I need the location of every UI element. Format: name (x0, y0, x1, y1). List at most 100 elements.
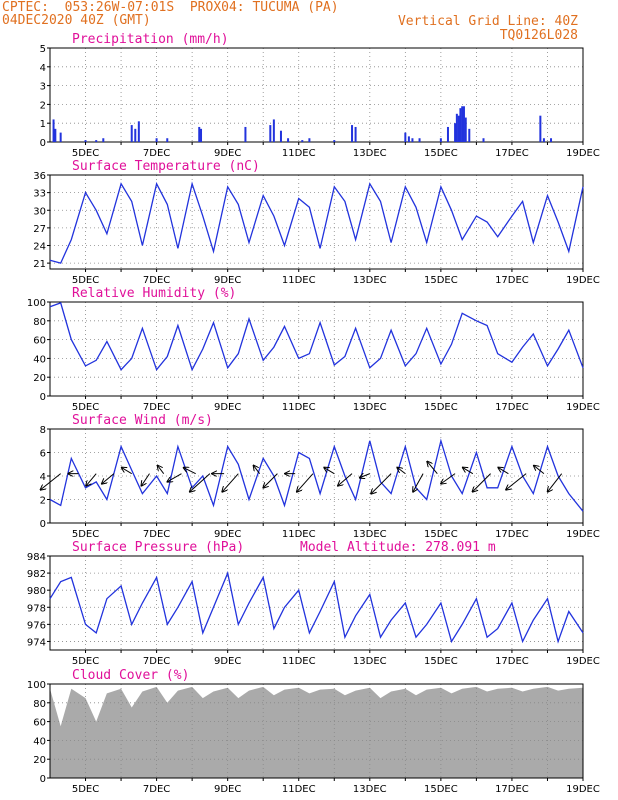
wind-arrow (324, 468, 335, 475)
wind-arrow (122, 468, 132, 475)
x-tick-label: 7DEC (143, 656, 170, 667)
wind-arrow (41, 473, 61, 490)
y-tick-label: 6 (40, 449, 46, 460)
x-tick-label: 7DEC (143, 148, 170, 159)
panel-frame (49, 428, 584, 524)
x-tick-label: 17DEC (495, 529, 529, 540)
x-tick-label: 19DEC (566, 784, 600, 795)
header-grid-note: Vertical Grid Line: 40Z (397, 14, 578, 29)
precipitation-bar (439, 138, 442, 142)
wind-arrow (184, 468, 196, 475)
y-tick-label: 80 (33, 699, 46, 710)
x-tick-label: 7DEC (143, 784, 170, 795)
x-tick-label: 5DEC (72, 402, 99, 413)
y-tick-label: 4 (40, 63, 46, 74)
y-tick-label: 3 (40, 82, 46, 93)
wind-arrow (413, 473, 424, 492)
y-tick-label: 60 (33, 336, 46, 347)
y-tick-label: 1 (40, 119, 46, 130)
precipitation-bar (59, 132, 62, 142)
x-tick-label: 9DEC (214, 529, 241, 540)
series-line (49, 570, 584, 644)
x-tick-label: 17DEC (495, 148, 529, 159)
wind-arrow (222, 473, 239, 492)
precipitation-bar (455, 113, 458, 142)
y-tick-label: 60 (33, 718, 46, 729)
precipitation-bar (134, 128, 137, 142)
precipitation-bar (351, 125, 354, 142)
x-tick-label: 7DEC (143, 529, 170, 540)
precipitation-bar (269, 125, 272, 142)
wind-arrow (263, 473, 278, 488)
panel-frame (49, 301, 584, 397)
panel-title: Surface Pressure (hPa) (72, 540, 244, 555)
wind-arrow (506, 473, 527, 490)
x-tick-label: 5DEC (72, 275, 99, 286)
y-tick-label: 33 (33, 189, 46, 200)
y-tick-label: 20 (33, 373, 46, 384)
precipitation-bar (454, 123, 457, 142)
x-tick-label: 19DEC (566, 529, 600, 540)
x-tick-label: 5DEC (72, 784, 99, 795)
y-tick-label: 982 (27, 569, 46, 580)
series-line (49, 181, 584, 264)
precipitation-bar (404, 132, 407, 142)
precipitation-bar (84, 140, 87, 142)
wind-arrow (190, 473, 211, 492)
precipitation-bar (272, 119, 275, 142)
precipitation-bar (102, 138, 105, 142)
precipitation-bar (482, 138, 485, 142)
x-tick-label: 13DEC (353, 148, 387, 159)
panel-frame (49, 174, 584, 270)
panel-title: Cloud Cover (%) (72, 668, 189, 683)
wind-arrow (360, 474, 370, 478)
header-line1: CPTEC: 053:26W-07:01S PROX04: TUCUMA (PA… (2, 0, 339, 15)
panel-title: Surface Temperature (nC) (72, 159, 260, 174)
series-line (49, 302, 584, 372)
x-tick-label: 5DEC (72, 656, 99, 667)
x-tick-label: 11DEC (282, 148, 316, 159)
precipitation-bar (279, 130, 282, 142)
cloud-cover-area (50, 686, 583, 778)
panel-title: Relative Humidity (%) (72, 286, 236, 301)
wind-arrow (297, 473, 314, 492)
precipitation-bar (407, 136, 410, 142)
precipitation-bar (459, 108, 462, 142)
precipitation-bar (130, 125, 133, 142)
precipitation-bar (457, 115, 460, 142)
x-tick-label: 13DEC (353, 656, 387, 667)
y-tick-label: 21 (33, 259, 46, 270)
x-tick-label: 11DEC (282, 275, 316, 286)
x-tick-label: 17DEC (495, 275, 529, 286)
y-tick-label: 2 (40, 496, 46, 507)
precipitation-bar (244, 126, 247, 142)
wind-arrow (463, 468, 474, 475)
x-tick-label: 5DEC (72, 148, 99, 159)
precipitation-bar (354, 126, 357, 142)
precipitation-bar (539, 115, 542, 142)
x-tick-label: 11DEC (282, 656, 316, 667)
y-tick-label: 24 (33, 242, 46, 253)
panel-title: Surface Wind (m/s) (72, 413, 213, 428)
x-tick-label: 9DEC (214, 656, 241, 667)
header-run-id: TQ0126L028 (499, 28, 578, 43)
precipitation-bar (301, 140, 304, 142)
x-tick-label: 7DEC (143, 275, 170, 286)
y-tick-label: 2 (40, 100, 46, 111)
y-tick-label: 80 (33, 317, 46, 328)
precipitation-bar (137, 121, 140, 142)
x-tick-label: 15DEC (424, 148, 458, 159)
precipitation-bar (54, 128, 57, 142)
y-tick-label: 20 (33, 755, 46, 766)
x-tick-label: 13DEC (353, 275, 387, 286)
wind-arrow (86, 473, 97, 486)
precipitation-bar (200, 128, 203, 142)
wind-arrow (338, 473, 353, 486)
y-tick-label: 100 (27, 680, 46, 691)
wind-arrow (102, 473, 115, 484)
y-tick-label: 0 (40, 138, 46, 149)
wind-arrow (141, 473, 150, 486)
y-tick-label: 980 (27, 586, 46, 597)
x-tick-label: 17DEC (495, 402, 529, 413)
